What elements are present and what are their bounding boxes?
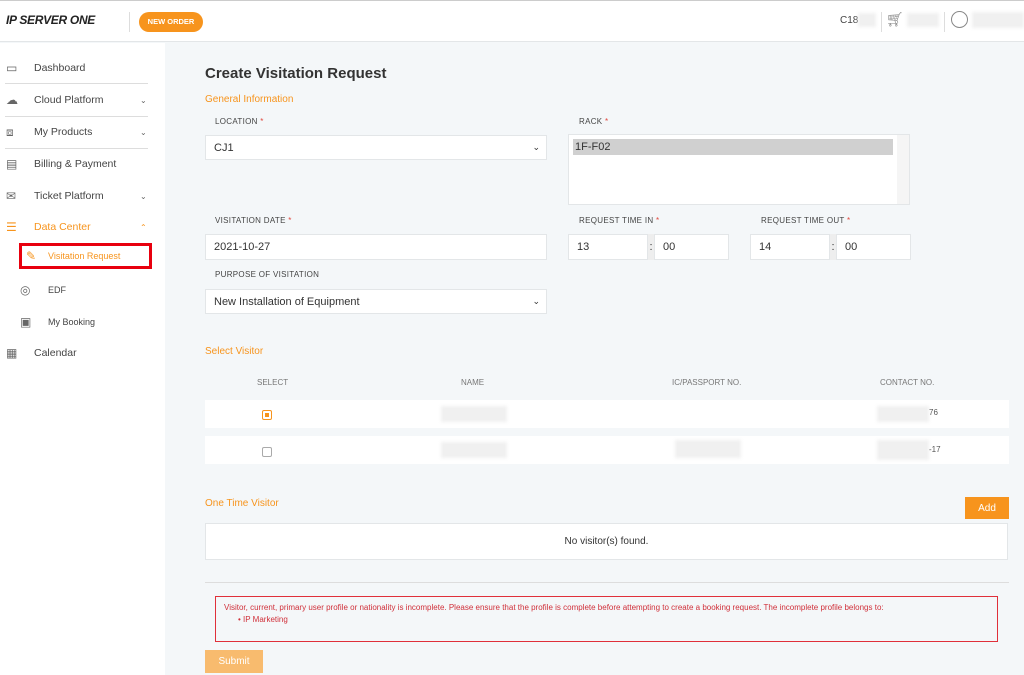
monitor-icon: ▭: [6, 61, 18, 75]
time-out-minute[interactable]: 00: [836, 234, 911, 260]
ic-redacted: [675, 440, 741, 458]
section-select-visitor: Select Visitor: [205, 346, 264, 357]
chevron-down-icon: ⌄: [140, 191, 147, 201]
error-list-item: • IP Marketing: [238, 615, 288, 624]
rack-option[interactable]: 1F-F02: [573, 139, 893, 155]
sidebar-item-ticket-platform[interactable]: ✉︎ Ticket Platform ⌄: [6, 189, 147, 203]
cart-redacted: [907, 13, 939, 27]
server-icon: ☰: [6, 220, 17, 234]
sidebar-item-my-products[interactable]: ⧈ My Products ⌄: [6, 125, 147, 139]
empty-visitors-message: No visitor(s) found.: [205, 523, 1008, 560]
divider: [944, 12, 945, 32]
sidebar-item-billing[interactable]: ▤ Billing & Payment: [6, 157, 117, 171]
time-separator: :: [648, 234, 654, 260]
calendar-icon: ▦: [6, 346, 18, 360]
purpose-label: PURPOSE OF VISITATION: [215, 270, 320, 279]
purpose-select[interactable]: New Installation of Equipment ⌄: [205, 289, 547, 314]
time-in-minute[interactable]: 00: [654, 234, 729, 260]
error-message: Visitor, current, primary user profile o…: [224, 603, 884, 612]
user-avatar-icon[interactable]: [951, 11, 968, 28]
billing-icon: ▤: [6, 157, 18, 171]
section-general: General Information: [205, 94, 294, 105]
column-header: NAME: [461, 378, 485, 387]
edf-icon: ◎: [20, 283, 31, 297]
page-title: Create Visitation Request: [205, 65, 387, 82]
table-row[interactable]: 76: [205, 400, 1009, 428]
location-select[interactable]: CJ1 ⌄: [205, 135, 547, 160]
visitor-name-redacted: [441, 406, 507, 422]
top-header: IP SERVER ONE NEW ORDER C18 🛒︎: [0, 0, 1024, 42]
column-header: IC/PASSPORT NO.: [672, 378, 742, 387]
time-out-hour[interactable]: 14: [750, 234, 830, 260]
booking-icon: ▣: [20, 315, 32, 329]
visitor-checkbox[interactable]: [262, 410, 272, 420]
divider: [881, 12, 882, 32]
logo[interactable]: IP SERVER ONE: [6, 13, 96, 27]
time-in-hour[interactable]: 13: [568, 234, 648, 260]
divider: [205, 582, 1009, 583]
sidebar-item-cloud-platform[interactable]: ☁︎ Cloud Platform ⌄: [6, 93, 147, 107]
account-id-redacted: [858, 13, 876, 27]
chevron-down-icon: ⌄: [140, 95, 147, 105]
document-icon: ✎: [26, 249, 37, 263]
contact-redacted: [877, 406, 929, 422]
time-separator: :: [830, 234, 836, 260]
visitor-checkbox[interactable]: [262, 447, 272, 457]
sidebar-item-data-center[interactable]: ☰ Data Center ⌃: [6, 220, 147, 234]
cloud-icon: ☁︎: [6, 93, 18, 107]
sidebar-item-visitation-request[interactable]: ✎ Visitation Request: [19, 243, 152, 269]
sidebar-item-dashboard[interactable]: ▭ Dashboard: [6, 61, 86, 75]
location-label: LOCATION *: [215, 117, 264, 126]
chevron-down-icon: ⌄: [140, 127, 147, 137]
column-header: SELECT: [257, 378, 289, 387]
chevron-up-icon: ⌃: [140, 222, 147, 232]
section-one-time-visitor: One Time Visitor: [205, 498, 279, 509]
contact-redacted: [877, 440, 929, 460]
contact-no: 76: [929, 408, 938, 417]
sidebar: ▭ Dashboard ☁︎ Cloud Platform ⌄ ⧈ My Product…: [0, 43, 165, 675]
cart-icon[interactable]: 🛒︎: [886, 11, 904, 27]
date-label: VISITATION DATE *: [215, 216, 292, 225]
account-id: C18: [840, 15, 859, 26]
visitor-name-redacted: [441, 442, 507, 458]
sidebar-item-edf[interactable]: ◎ EDF: [20, 283, 66, 297]
table-row[interactable]: -17: [205, 436, 1009, 464]
rack-label: RACK *: [579, 117, 609, 126]
chevron-down-icon: ⌄: [532, 296, 540, 306]
user-name-redacted[interactable]: [972, 12, 1024, 28]
divider: [129, 12, 130, 32]
mail-icon: ✉︎: [6, 189, 17, 203]
sidebar-item-calendar[interactable]: ▦ Calendar: [6, 346, 77, 360]
contact-no: -17: [929, 445, 941, 454]
time-in-label: REQUEST TIME IN *: [579, 216, 660, 225]
sidebar-item-my-booking[interactable]: ▣ My Booking: [20, 315, 96, 329]
box-icon: ⧈: [6, 125, 14, 139]
chevron-down-icon: ⌄: [532, 142, 540, 152]
time-out-label: REQUEST TIME OUT *: [761, 216, 851, 225]
rack-listbox[interactable]: 1F-F02: [568, 134, 910, 205]
scrollbar[interactable]: [897, 135, 909, 204]
error-alert: Visitor, current, primary user profile o…: [215, 596, 998, 642]
new-order-button[interactable]: NEW ORDER: [139, 12, 203, 32]
visitation-date-input[interactable]: 2021-10-27: [205, 234, 547, 260]
add-visitor-button[interactable]: Add: [965, 497, 1009, 519]
submit-button[interactable]: Submit: [205, 650, 263, 673]
column-header: CONTACT NO.: [880, 378, 935, 387]
